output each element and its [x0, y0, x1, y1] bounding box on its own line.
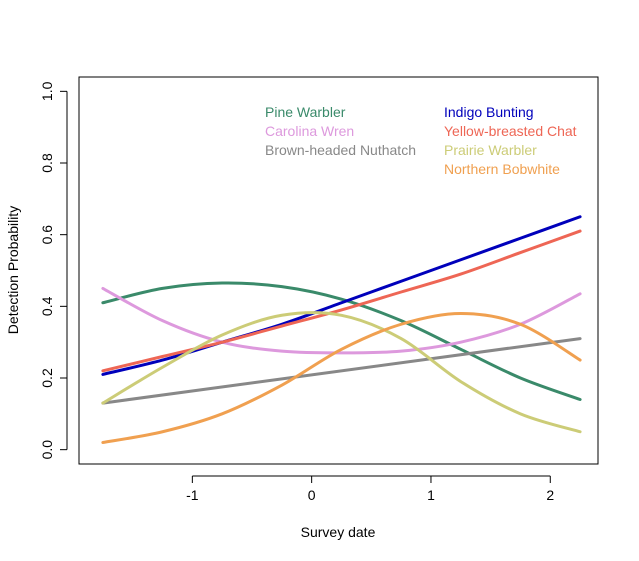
- y-tick-label: 0.8: [39, 153, 55, 173]
- x-tick-label: 1: [427, 487, 435, 503]
- x-tick-label: 0: [308, 487, 316, 503]
- plot-frame: [78, 76, 599, 465]
- series-line-pine-warbler: [101, 281, 582, 401]
- y-tick-label: 0.0: [39, 440, 55, 460]
- series-line-carolina-wren: [101, 286, 582, 355]
- series-line-prairie-warbler: [101, 311, 582, 434]
- y-tick-label: 0.4: [39, 296, 55, 316]
- series-line-indigo-bunting: [101, 215, 582, 376]
- series-lines: [101, 215, 582, 444]
- x-axis: -1 0 1 2: [186, 475, 554, 503]
- x-tick-label: 2: [546, 487, 554, 503]
- y-axis: 0.0 0.2 0.4 0.6 0.8 1.0: [39, 81, 68, 460]
- legend-pine-warbler: Pine Warbler: [265, 104, 346, 120]
- series-line-brown-headed-nuthatch: [101, 337, 582, 405]
- y-tick-label: 1.0: [39, 81, 55, 101]
- x-tick-label: -1: [186, 487, 199, 503]
- series-line-northern-bobwhite: [101, 312, 582, 444]
- legend-yellow-breasted-chat: Yellow-breasted Chat: [444, 123, 577, 139]
- legend-indigo-bunting: Indigo Bunting: [444, 104, 534, 120]
- series-line-yellow-breasted-chat: [101, 229, 582, 373]
- legend-carolina-wren: Carolina Wren: [265, 123, 354, 139]
- y-tick-label: 0.2: [39, 368, 55, 388]
- legend-prairie-warbler: Prairie Warbler: [444, 142, 537, 158]
- legend-brown-headed-nuthatch: Brown-headed Nuthatch: [265, 142, 416, 158]
- y-axis-title: Detection Probability: [5, 206, 21, 334]
- x-axis-title: Survey date: [301, 524, 376, 540]
- legend: Pine Warbler Carolina Wren Brown-headed Nu…: [265, 104, 577, 177]
- legend-northern-bobwhite: Northern Bobwhite: [444, 161, 560, 177]
- y-tick-label: 0.6: [39, 225, 55, 245]
